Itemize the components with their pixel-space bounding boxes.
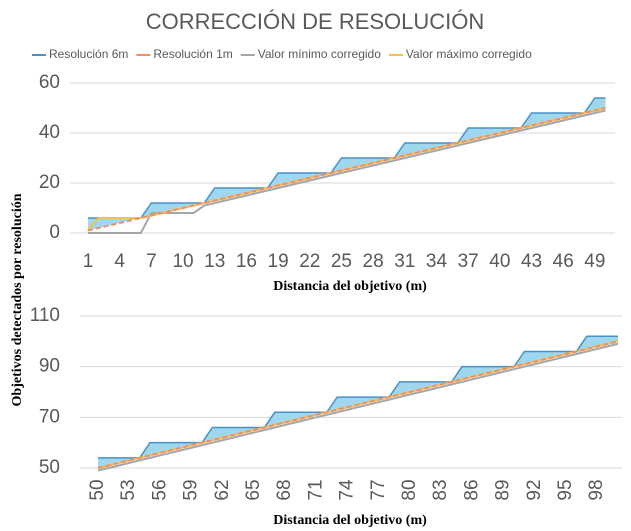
x-tick-label: 10 [172,251,193,272]
x-tick-label: 95 [555,479,576,500]
x-tick-label: 19 [268,251,289,272]
area [88,98,606,231]
x-tick-label: 77 [368,479,389,500]
legend-label: Resolución 6m [49,47,128,61]
legend-label: Resolución 1m [153,47,232,61]
y-axis-label: Objetivos detectados por resolución [10,193,25,406]
x-tick-label: 7 [146,251,157,272]
series-line [88,97,606,219]
x-axis-label: Distancia del objetivo (m) [273,279,427,294]
series-line [97,342,619,472]
x-tick-label: 34 [426,251,448,272]
x-tick-label: 49 [584,251,605,272]
x-tick-label: 68 [274,479,295,500]
x-tick-label: 65 [243,479,264,500]
x-tick-label: 31 [394,251,415,272]
y-tick-label: 0 [49,222,60,243]
y-tick-label: 20 [39,172,60,193]
area [98,336,618,468]
x-tick-label: 16 [236,251,257,272]
x-tick-label: 43 [521,251,542,272]
y-tick-label: 70 [39,406,60,427]
x-tick-label: 71 [305,479,326,500]
x-tick-label: 83 [430,479,451,500]
x-tick-label: 86 [461,479,482,500]
y-tick-label: 60 [39,72,60,93]
x-tick-label: 74 [337,479,358,501]
x-tick-label: 40 [489,251,510,272]
x-tick-label: 56 [149,479,170,500]
chart-title: CORRECCIÓN DE RESOLUCIÓN [146,9,485,34]
x-tick-label: 50 [87,479,108,500]
x-tick-label: 37 [458,251,479,272]
x-tick-label: 92 [524,479,545,500]
x-tick-label: 89 [493,479,514,500]
x-tick-label: 46 [553,251,574,272]
legend-label: Valor máximo corregido [406,47,532,61]
x-tick-label: 62 [212,479,233,500]
y-tick-label: 110 [30,305,60,326]
x-axis-label: Distancia del objetivo (m) [273,513,427,528]
legend-label: Valor mínimo corregido [258,47,381,61]
y-tick-label: 40 [39,122,60,143]
x-tick-label: 80 [399,479,420,500]
x-tick-label: 28 [363,251,384,272]
x-tick-label: 13 [204,251,225,272]
x-tick-label: 53 [118,479,139,500]
x-tick-label: 59 [181,479,202,500]
y-tick-label: 90 [39,356,60,377]
series-line [87,107,606,232]
x-tick-label: 22 [299,251,320,272]
x-tick-label: 1 [83,251,94,272]
y-tick-label: 50 [39,457,60,478]
series-line [97,340,619,469]
x-tick-label: 4 [114,251,125,272]
x-tick-label: 98 [586,479,607,500]
series-line [88,109,606,234]
x-tick-label: 25 [331,251,352,272]
series-line [98,335,618,459]
